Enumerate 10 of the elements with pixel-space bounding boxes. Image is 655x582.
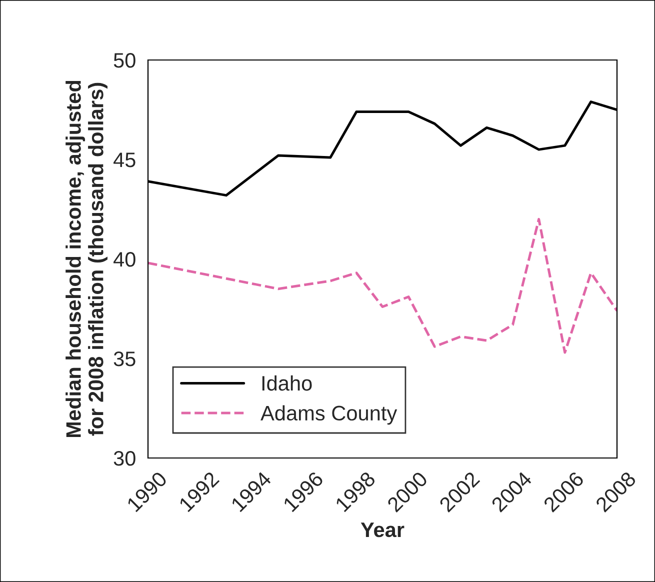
y-tick-label: 45 (114, 152, 136, 168)
legend-label: Idaho (262, 375, 312, 391)
y-tick-label: 50 (114, 53, 136, 68)
x-axis-title: Year (360, 522, 404, 538)
line-series (148, 218, 617, 354)
y-axis-title: Median household income, adjusted for 2008 inflation (thousand dollars) (66, 80, 108, 438)
y-tick-label: 35 (114, 352, 136, 366)
legend-label: Adams County (260, 405, 398, 425)
y-tick-label: 40 (114, 252, 136, 267)
y-tick-label: 30 (114, 451, 136, 466)
